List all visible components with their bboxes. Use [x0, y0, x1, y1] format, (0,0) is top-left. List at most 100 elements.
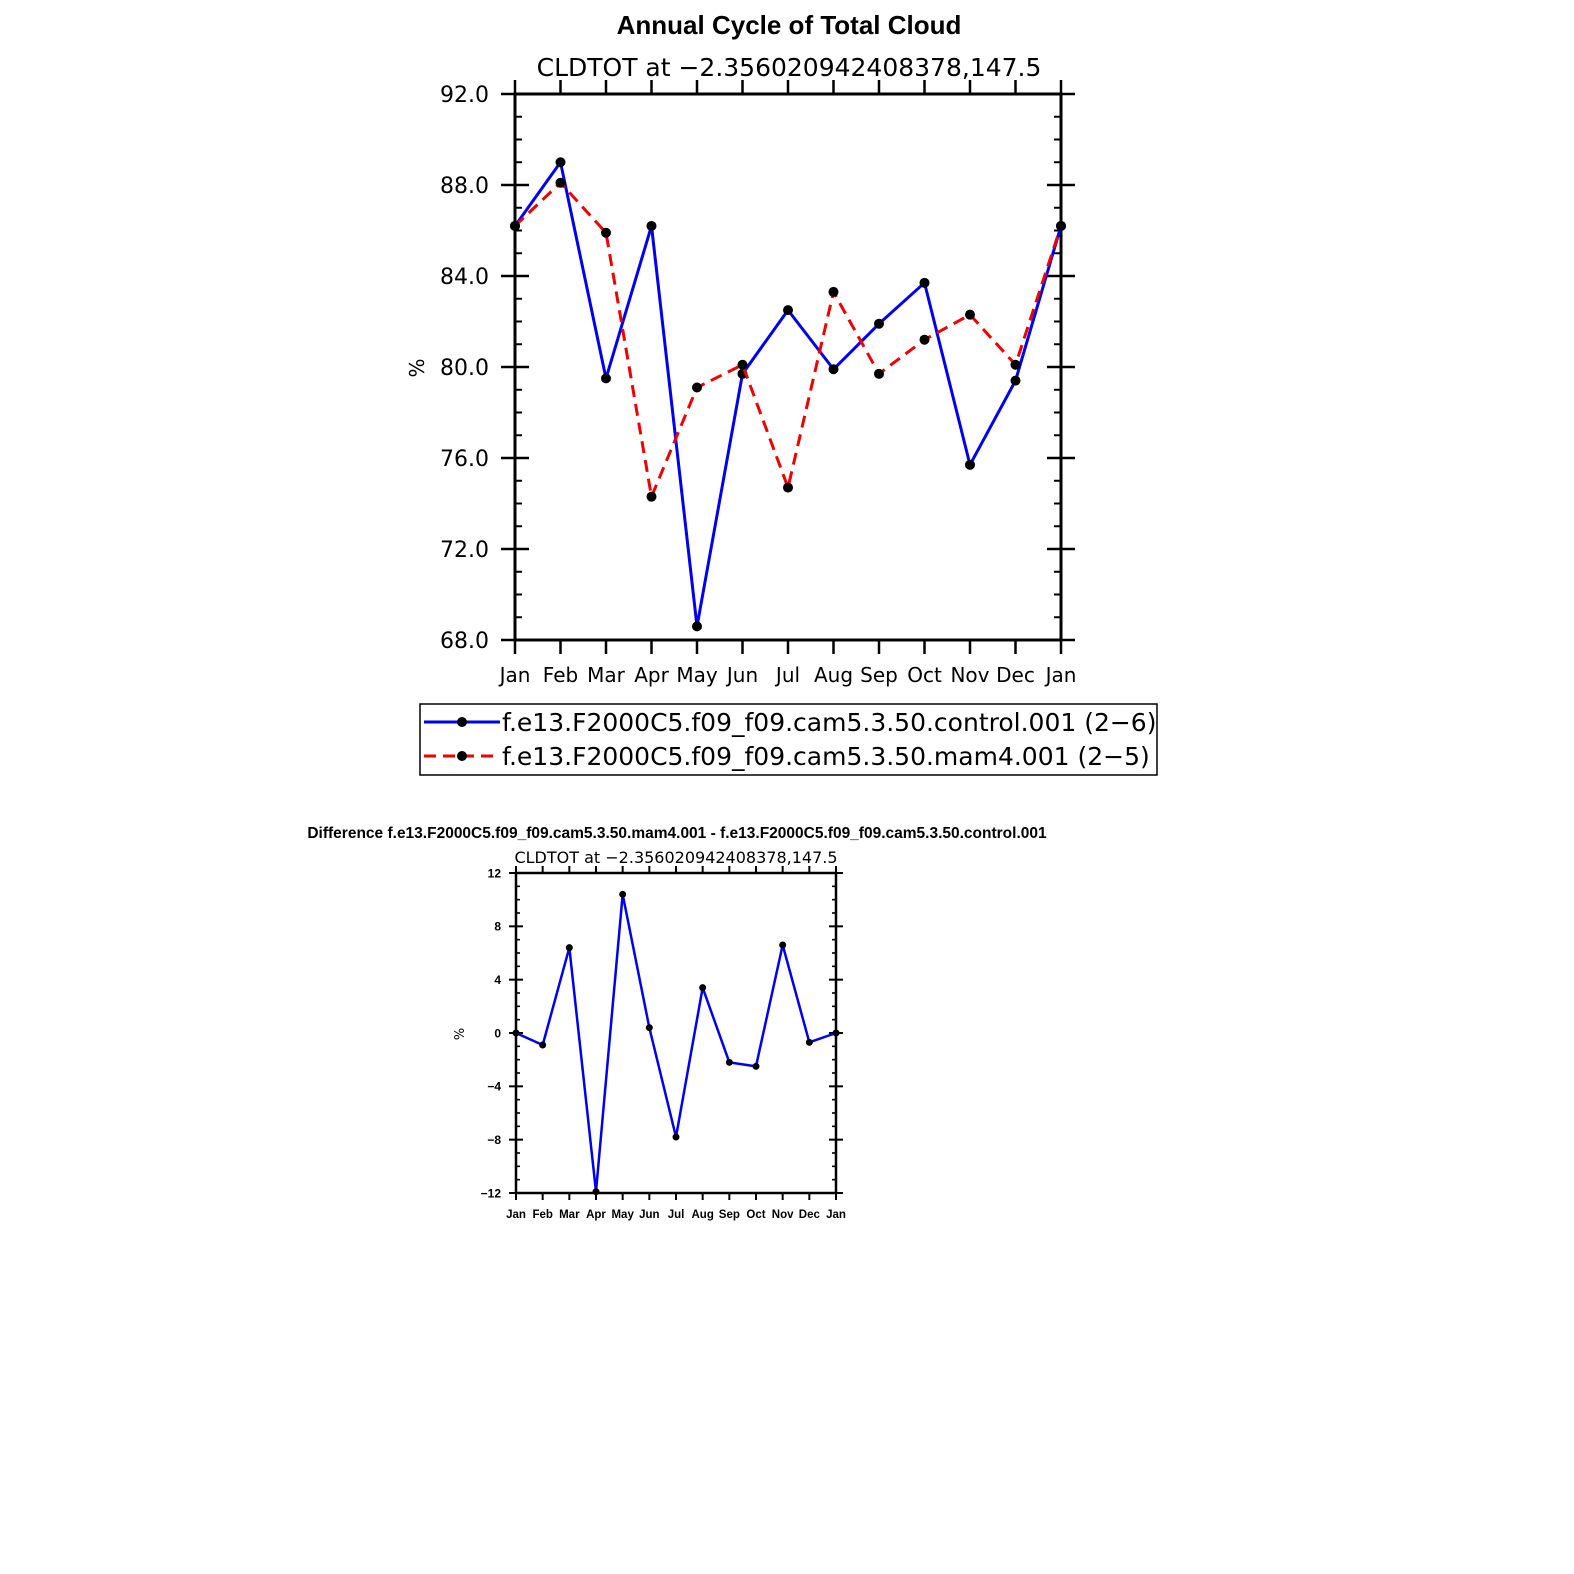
- x-tick-label: Aug: [691, 1209, 713, 1221]
- x-tick-label: Oct: [746, 1209, 765, 1221]
- data-point: [965, 459, 975, 470]
- series-line-0: [513, 160, 1063, 628]
- chart1-plot-frame: [513, 92, 1063, 642]
- x-tick-label: Feb: [543, 663, 578, 687]
- difference-chart: Difference f.e13.F2000C5.f09_f09.cam5.3.…: [307, 825, 1047, 1221]
- data-point: [737, 359, 748, 370]
- data-point: [646, 491, 657, 502]
- data-point: [832, 1029, 840, 1037]
- x-tick-label: Jun: [639, 1209, 659, 1221]
- x-tick-label: Nov: [772, 1209, 794, 1221]
- data-point: [565, 944, 573, 952]
- data-point: [601, 373, 611, 384]
- chart2-y-tick-labels: −12 −8 −4 0 4 8 12: [481, 866, 502, 1200]
- x-tick-label: Oct: [907, 663, 942, 687]
- data-point: [555, 157, 566, 168]
- legend-mam4-marker: [457, 751, 467, 761]
- chart2-series: [512, 890, 840, 1196]
- data-point: [828, 286, 839, 297]
- chart2-title: Difference f.e13.F2000C5.f09_f09.cam5.3.…: [307, 825, 1047, 842]
- x-tick-label: Dec: [799, 1209, 821, 1221]
- chart1-subtitle: CLDTOT at −2.356020942408378,147.5: [537, 53, 1042, 82]
- chart1-legend: f.e13.F2000C5.f09_f09.cam5.3.50.control.…: [419, 703, 1158, 776]
- data-point: [805, 1038, 813, 1046]
- y-tick-label: 76.0: [440, 447, 489, 472]
- chart2-y-axis-label: %: [453, 1028, 468, 1040]
- data-point: [692, 382, 702, 393]
- legend-box: [419, 703, 1158, 776]
- data-point: [619, 890, 627, 898]
- x-tick-label: Jul: [774, 663, 800, 687]
- y-tick-label: −8: [487, 1133, 501, 1147]
- chart2-subtitle: CLDTOT at −2.356020942408378,147.5: [514, 848, 837, 867]
- legend-control-label: f.e13.F2000C5.f09_f09.cam5.3.50.control.…: [502, 708, 1156, 737]
- y-tick-label: 72.0: [440, 538, 489, 563]
- x-tick-label: Nov: [950, 663, 989, 687]
- x-tick-label: Apr: [634, 663, 669, 687]
- data-point: [692, 621, 702, 632]
- y-tick-label: 80.0: [440, 356, 489, 381]
- data-point: [874, 318, 884, 329]
- chart1-title: Annual Cycle of Total Cloud: [617, 10, 962, 40]
- data-point: [965, 309, 975, 320]
- legend-control-marker: [457, 717, 467, 727]
- data-point: [555, 177, 566, 188]
- data-point: [539, 1041, 547, 1049]
- x-tick-label: Sep: [719, 1209, 740, 1221]
- x-tick-label: Dec: [996, 663, 1035, 687]
- data-point: [601, 227, 611, 238]
- y-tick-label: 88.0: [440, 174, 489, 199]
- x-tick-label: Sep: [860, 663, 898, 687]
- x-tick-label: Jul: [668, 1209, 685, 1221]
- legend-mam4-label: f.e13.F2000C5.f09_f09.cam5.3.50.mam4.001…: [502, 742, 1150, 771]
- x-tick-label: Mar: [559, 1209, 580, 1221]
- chart2-plot-frame: [514, 871, 838, 1195]
- data-point: [592, 1188, 600, 1196]
- y-tick-label: −12: [481, 1186, 502, 1200]
- chart1-series: [510, 157, 1066, 632]
- x-tick-label: Mar: [587, 663, 626, 687]
- x-tick-label: Jun: [725, 663, 758, 687]
- x-tick-label: Jan: [498, 663, 531, 687]
- chart1-y-tick-labels: 68.0 72.0 76.0 80.0 84.0 88.0 92.0: [440, 83, 489, 654]
- x-tick-label: Aug: [814, 663, 853, 687]
- data-point: [645, 1024, 653, 1032]
- y-tick-label: 92.0: [440, 83, 489, 108]
- chart1-x-tick-labels: Jan Feb Mar Apr May Jun Jul Aug Sep Oct Nov Dec Jan: [498, 663, 1077, 687]
- data-point: [512, 1029, 520, 1037]
- data-point: [510, 220, 520, 231]
- data-point: [1010, 375, 1021, 386]
- y-tick-label: 8: [494, 920, 501, 934]
- data-point: [779, 941, 787, 949]
- x-tick-label: May: [611, 1209, 634, 1221]
- data-point: [828, 364, 839, 375]
- y-tick-label: −4: [487, 1080, 501, 1094]
- data-point: [874, 368, 884, 379]
- y-tick-label: 84.0: [440, 265, 489, 290]
- data-point: [752, 1062, 760, 1070]
- x-tick-label: Feb: [532, 1209, 552, 1221]
- x-tick-label: Jan: [1044, 663, 1077, 687]
- data-point: [783, 482, 793, 493]
- x-tick-label: Apr: [586, 1209, 606, 1221]
- chart1-y-axis-label: %: [405, 358, 429, 377]
- annual-cycle-chart: Annual Cycle of Total Cloud CLDTOT at −2…: [405, 10, 1158, 776]
- x-tick-label: Jan: [506, 1209, 526, 1221]
- x-tick-label: May: [676, 663, 718, 687]
- data-point: [919, 334, 930, 345]
- chart2-x-tick-labels: Jan Feb Mar Apr May Jun Jul Aug Sep Oct Nov Dec Jan: [506, 1209, 846, 1221]
- chart1-ticks: [501, 80, 1075, 654]
- y-tick-label: 0: [494, 1026, 501, 1040]
- data-point: [646, 220, 657, 231]
- y-tick-label: 12: [488, 866, 502, 880]
- y-tick-label: 4: [494, 973, 501, 987]
- data-point: [1056, 220, 1066, 231]
- chart2-ticks: [509, 866, 843, 1200]
- data-point: [1010, 359, 1021, 370]
- data-point: [672, 1133, 680, 1141]
- x-tick-label: Jan: [826, 1209, 846, 1221]
- series-line-0: [515, 893, 837, 1193]
- data-point: [725, 1058, 733, 1066]
- y-tick-label: 68.0: [440, 629, 489, 654]
